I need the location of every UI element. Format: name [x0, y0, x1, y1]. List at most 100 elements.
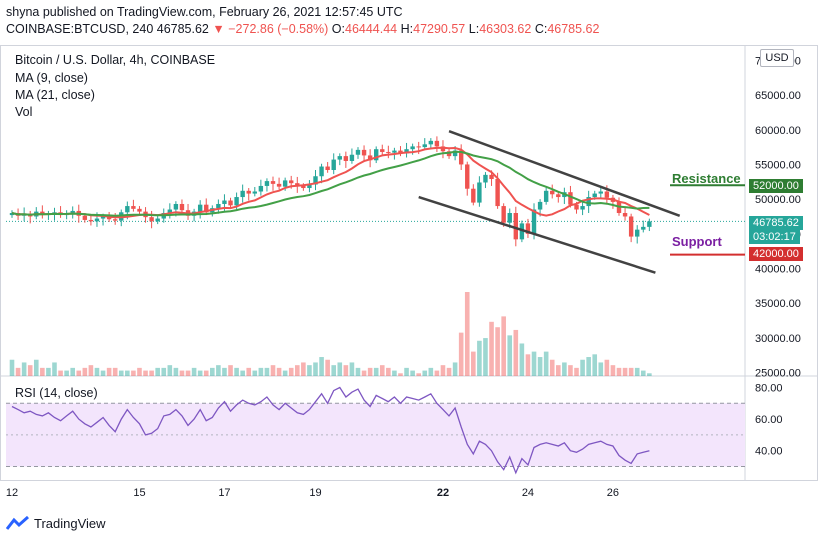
- candle-body: [452, 150, 458, 157]
- high-label: H:: [400, 22, 414, 36]
- volume-bar: [501, 316, 506, 376]
- tradingview-brand: TradingView: [34, 515, 106, 531]
- volume-bar: [179, 370, 185, 376]
- volume-bar: [149, 370, 154, 376]
- candle-body: [416, 146, 421, 148]
- resistance-price-tag: 52000.00: [749, 179, 803, 193]
- candle-body: [574, 204, 579, 210]
- volume-bar: [628, 367, 634, 376]
- volume-bar: [367, 367, 373, 376]
- candle-body: [70, 210, 75, 213]
- legend-ma9: MA (9, close): [15, 71, 88, 85]
- candle-body: [258, 185, 264, 192]
- volume-bar: [100, 370, 106, 376]
- volume-bar: [549, 359, 555, 376]
- volume-bar: [228, 365, 233, 376]
- candle-body: [246, 190, 251, 194]
- candle-body: [598, 191, 603, 194]
- candle-body: [355, 149, 361, 155]
- volume-bar: [325, 359, 330, 376]
- candle-body: [458, 150, 464, 165]
- candle-body: [440, 146, 446, 152]
- candle-body: [495, 179, 500, 207]
- volume-bar: [252, 370, 258, 376]
- candle-body: [525, 223, 531, 234]
- candle-body: [580, 206, 585, 210]
- volume-bar: [82, 367, 88, 376]
- volume-bar: [513, 329, 519, 376]
- candle-body: [361, 149, 367, 156]
- candle-body: [380, 149, 385, 152]
- volume-bar: [197, 370, 203, 376]
- volume-bar: [46, 367, 51, 376]
- volume-bar: [337, 362, 343, 376]
- volume-bar: [464, 292, 470, 376]
- volume-bar: [392, 370, 397, 376]
- candle-body: [635, 229, 640, 237]
- channel-lower-line: [418, 195, 656, 274]
- volume-bar: [143, 370, 148, 376]
- volume-bar: [477, 340, 482, 376]
- volume-bar: [64, 370, 69, 376]
- volume-bar: [301, 362, 306, 376]
- volume-bar: [604, 359, 610, 376]
- candle-body: [641, 226, 646, 230]
- volume-bar: [282, 370, 288, 376]
- channel-upper-line: [448, 129, 681, 217]
- candle-body: [319, 166, 324, 177]
- candle-body: [404, 149, 409, 154]
- legend-volume: Vol: [15, 105, 33, 119]
- close-label: C:: [534, 22, 548, 36]
- volume-bar: [519, 343, 525, 376]
- volume-bar: [562, 362, 567, 376]
- candle-body: [131, 206, 136, 209]
- price-change: −272.86 (−0.58%): [228, 22, 329, 36]
- time-tick-label: 24: [522, 487, 534, 499]
- tradingview-logo[interactable]: TradingView: [6, 515, 106, 531]
- volume-bar: [458, 332, 464, 376]
- rsi-line: [11, 386, 650, 475]
- volume-bar: [276, 367, 282, 376]
- candle-body: [349, 154, 355, 161]
- volume-bar: [634, 367, 640, 376]
- volume-bar: [422, 370, 428, 376]
- volume-bar: [313, 362, 318, 376]
- candle-body: [519, 223, 525, 240]
- candle-body: [628, 216, 634, 237]
- chart-title: Bitcoin / U.S. Dollar, 4h, COINBASE: [15, 53, 216, 67]
- time-tick-label: 19: [309, 487, 321, 499]
- volume-bar: [386, 367, 391, 376]
- currency-button[interactable]: USD: [760, 49, 794, 67]
- candle-body: [125, 206, 130, 213]
- low-value: 46303.62: [479, 22, 532, 36]
- candle-body: [465, 164, 470, 189]
- candle-body: [307, 184, 312, 189]
- volume-bar: [222, 367, 227, 376]
- volume-bar: [580, 359, 585, 376]
- volume-bar: [586, 357, 591, 376]
- candle-body: [222, 200, 227, 204]
- volume-bar: [27, 365, 33, 376]
- price-tick-label: 50000.00: [755, 194, 801, 206]
- candle-body: [155, 218, 160, 222]
- tradingview-logo-icon: [6, 515, 29, 530]
- volume-bar: [471, 351, 476, 376]
- price-tick-label: 55000.00: [755, 159, 801, 171]
- candle-body: [325, 166, 330, 170]
- volume-bar: [21, 362, 27, 376]
- support-annotation: Support: [672, 234, 722, 249]
- volume-bar: [76, 370, 82, 376]
- open-value: 46444.44: [345, 22, 398, 36]
- volume-bar: [270, 365, 276, 376]
- symbol-label: COINBASE:BTCUSD, 240: [6, 22, 154, 36]
- volume-bar: [15, 367, 21, 376]
- candle-body: [100, 216, 106, 219]
- volume-bar: [483, 338, 488, 376]
- candle-body: [386, 151, 391, 153]
- candle-body: [434, 140, 440, 147]
- volume-bar: [112, 367, 118, 376]
- volume-bar: [489, 321, 494, 376]
- volume-bar: [9, 359, 15, 376]
- candle-body: [276, 183, 282, 187]
